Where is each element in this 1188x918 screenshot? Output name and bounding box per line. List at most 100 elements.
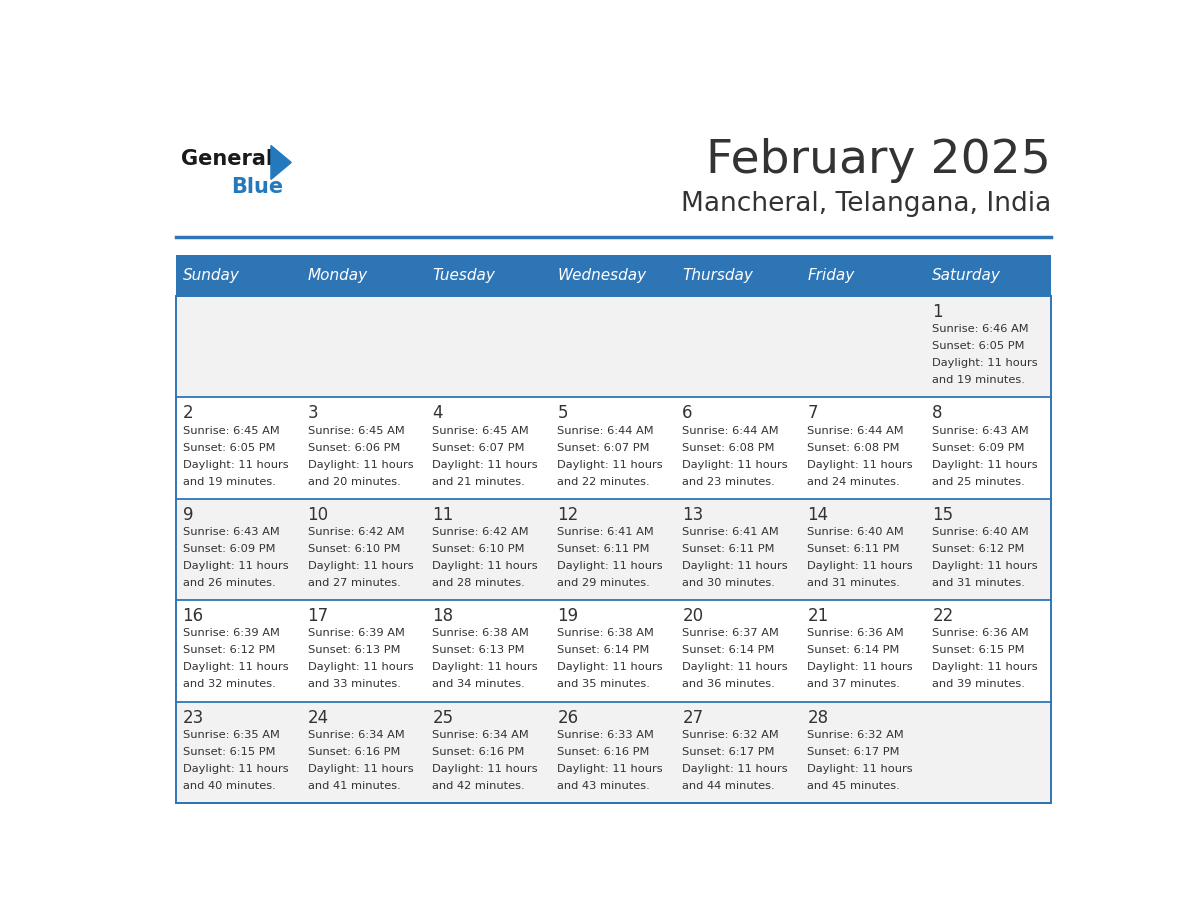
Text: Sunrise: 6:45 AM: Sunrise: 6:45 AM: [308, 426, 404, 436]
Text: Sunrise: 6:43 AM: Sunrise: 6:43 AM: [183, 527, 279, 537]
Text: 14: 14: [808, 506, 828, 524]
Text: Wednesday: Wednesday: [557, 268, 646, 283]
Text: 25: 25: [432, 709, 454, 726]
Bar: [176, 397, 1051, 498]
Text: 16: 16: [183, 607, 203, 625]
Text: Sunrise: 6:44 AM: Sunrise: 6:44 AM: [682, 426, 779, 436]
Text: and 36 minutes.: and 36 minutes.: [682, 679, 775, 689]
Text: Sunrise: 6:39 AM: Sunrise: 6:39 AM: [183, 629, 279, 638]
Text: 1: 1: [933, 303, 943, 321]
Text: Sunrise: 6:45 AM: Sunrise: 6:45 AM: [432, 426, 529, 436]
Text: 19: 19: [557, 607, 579, 625]
Text: Daylight: 11 hours: Daylight: 11 hours: [183, 764, 289, 774]
Text: Sunrise: 6:32 AM: Sunrise: 6:32 AM: [808, 730, 904, 740]
Text: and 21 minutes.: and 21 minutes.: [432, 476, 525, 487]
Text: Sunset: 6:11 PM: Sunset: 6:11 PM: [557, 544, 650, 554]
Text: Sunset: 6:13 PM: Sunset: 6:13 PM: [432, 645, 525, 655]
Text: General: General: [181, 149, 273, 169]
Text: Daylight: 11 hours: Daylight: 11 hours: [557, 663, 663, 672]
Bar: [176, 701, 1051, 803]
Text: Sunrise: 6:38 AM: Sunrise: 6:38 AM: [557, 629, 655, 638]
Text: Daylight: 11 hours: Daylight: 11 hours: [183, 663, 289, 672]
Text: Mancheral, Telangana, India: Mancheral, Telangana, India: [681, 192, 1051, 218]
Text: Sunset: 6:06 PM: Sunset: 6:06 PM: [308, 442, 400, 453]
Text: Sunset: 6:07 PM: Sunset: 6:07 PM: [432, 442, 525, 453]
Text: Sunset: 6:12 PM: Sunset: 6:12 PM: [183, 645, 274, 655]
Text: Sunset: 6:08 PM: Sunset: 6:08 PM: [808, 442, 899, 453]
Text: Sunrise: 6:41 AM: Sunrise: 6:41 AM: [682, 527, 779, 537]
Text: Daylight: 11 hours: Daylight: 11 hours: [557, 460, 663, 470]
Text: and 34 minutes.: and 34 minutes.: [432, 679, 525, 689]
Text: and 39 minutes.: and 39 minutes.: [933, 679, 1025, 689]
Bar: [176, 297, 1051, 397]
Text: 24: 24: [308, 709, 329, 726]
Text: 23: 23: [183, 709, 204, 726]
Text: Daylight: 11 hours: Daylight: 11 hours: [933, 561, 1038, 571]
Text: Sunset: 6:16 PM: Sunset: 6:16 PM: [432, 746, 525, 756]
Text: 20: 20: [682, 607, 703, 625]
Text: Daylight: 11 hours: Daylight: 11 hours: [308, 561, 413, 571]
Text: Daylight: 11 hours: Daylight: 11 hours: [808, 663, 912, 672]
Text: Sunset: 6:13 PM: Sunset: 6:13 PM: [308, 645, 400, 655]
Text: Sunset: 6:14 PM: Sunset: 6:14 PM: [808, 645, 899, 655]
Text: Sunset: 6:15 PM: Sunset: 6:15 PM: [933, 645, 1025, 655]
Text: Sunrise: 6:38 AM: Sunrise: 6:38 AM: [432, 629, 530, 638]
Text: Sunrise: 6:37 AM: Sunrise: 6:37 AM: [682, 629, 779, 638]
Text: Sunset: 6:12 PM: Sunset: 6:12 PM: [933, 544, 1025, 554]
Text: Monday: Monday: [308, 268, 367, 283]
Text: 27: 27: [682, 709, 703, 726]
Text: and 24 minutes.: and 24 minutes.: [808, 476, 901, 487]
Text: Sunset: 6:14 PM: Sunset: 6:14 PM: [557, 645, 650, 655]
Text: and 26 minutes.: and 26 minutes.: [183, 578, 276, 588]
Text: Daylight: 11 hours: Daylight: 11 hours: [557, 764, 663, 774]
Text: 17: 17: [308, 607, 329, 625]
Bar: [176, 498, 1051, 600]
Bar: [176, 255, 1051, 297]
Text: 15: 15: [933, 506, 954, 524]
Text: and 20 minutes.: and 20 minutes.: [308, 476, 400, 487]
Text: February 2025: February 2025: [706, 139, 1051, 184]
Text: and 40 minutes.: and 40 minutes.: [183, 780, 276, 790]
Text: Sunrise: 6:32 AM: Sunrise: 6:32 AM: [682, 730, 779, 740]
Text: 22: 22: [933, 607, 954, 625]
Text: and 44 minutes.: and 44 minutes.: [682, 780, 775, 790]
Text: Sunrise: 6:44 AM: Sunrise: 6:44 AM: [808, 426, 904, 436]
Text: Sunrise: 6:33 AM: Sunrise: 6:33 AM: [557, 730, 655, 740]
Polygon shape: [271, 145, 291, 179]
Text: Daylight: 11 hours: Daylight: 11 hours: [432, 764, 538, 774]
Text: Sunrise: 6:40 AM: Sunrise: 6:40 AM: [933, 527, 1029, 537]
Text: Sunset: 6:17 PM: Sunset: 6:17 PM: [808, 746, 899, 756]
Text: and 27 minutes.: and 27 minutes.: [308, 578, 400, 588]
Text: Sunset: 6:15 PM: Sunset: 6:15 PM: [183, 746, 276, 756]
Text: Sunset: 6:10 PM: Sunset: 6:10 PM: [432, 544, 525, 554]
Text: and 45 minutes.: and 45 minutes.: [808, 780, 901, 790]
Text: and 28 minutes.: and 28 minutes.: [432, 578, 525, 588]
Text: Sunrise: 6:39 AM: Sunrise: 6:39 AM: [308, 629, 404, 638]
Text: Thursday: Thursday: [682, 268, 753, 283]
Text: 3: 3: [308, 405, 318, 422]
Text: 28: 28: [808, 709, 828, 726]
Text: Sunday: Sunday: [183, 268, 240, 283]
Text: and 31 minutes.: and 31 minutes.: [808, 578, 901, 588]
Text: Daylight: 11 hours: Daylight: 11 hours: [808, 764, 912, 774]
Text: Daylight: 11 hours: Daylight: 11 hours: [808, 460, 912, 470]
Text: Sunrise: 6:35 AM: Sunrise: 6:35 AM: [183, 730, 279, 740]
Text: and 33 minutes.: and 33 minutes.: [308, 679, 400, 689]
Text: Daylight: 11 hours: Daylight: 11 hours: [682, 460, 788, 470]
Text: Sunset: 6:05 PM: Sunset: 6:05 PM: [183, 442, 276, 453]
Text: Daylight: 11 hours: Daylight: 11 hours: [308, 460, 413, 470]
Text: Sunrise: 6:41 AM: Sunrise: 6:41 AM: [557, 527, 655, 537]
Text: 26: 26: [557, 709, 579, 726]
Text: Daylight: 11 hours: Daylight: 11 hours: [432, 460, 538, 470]
Text: Blue: Blue: [232, 177, 284, 197]
Text: Sunset: 6:07 PM: Sunset: 6:07 PM: [557, 442, 650, 453]
Text: 18: 18: [432, 607, 454, 625]
Text: Tuesday: Tuesday: [432, 268, 495, 283]
Text: and 32 minutes.: and 32 minutes.: [183, 679, 276, 689]
Text: Daylight: 11 hours: Daylight: 11 hours: [682, 663, 788, 672]
Text: Sunrise: 6:40 AM: Sunrise: 6:40 AM: [808, 527, 904, 537]
Text: and 37 minutes.: and 37 minutes.: [808, 679, 901, 689]
Text: Sunrise: 6:42 AM: Sunrise: 6:42 AM: [308, 527, 404, 537]
Text: Sunset: 6:16 PM: Sunset: 6:16 PM: [308, 746, 400, 756]
Text: Sunset: 6:14 PM: Sunset: 6:14 PM: [682, 645, 775, 655]
